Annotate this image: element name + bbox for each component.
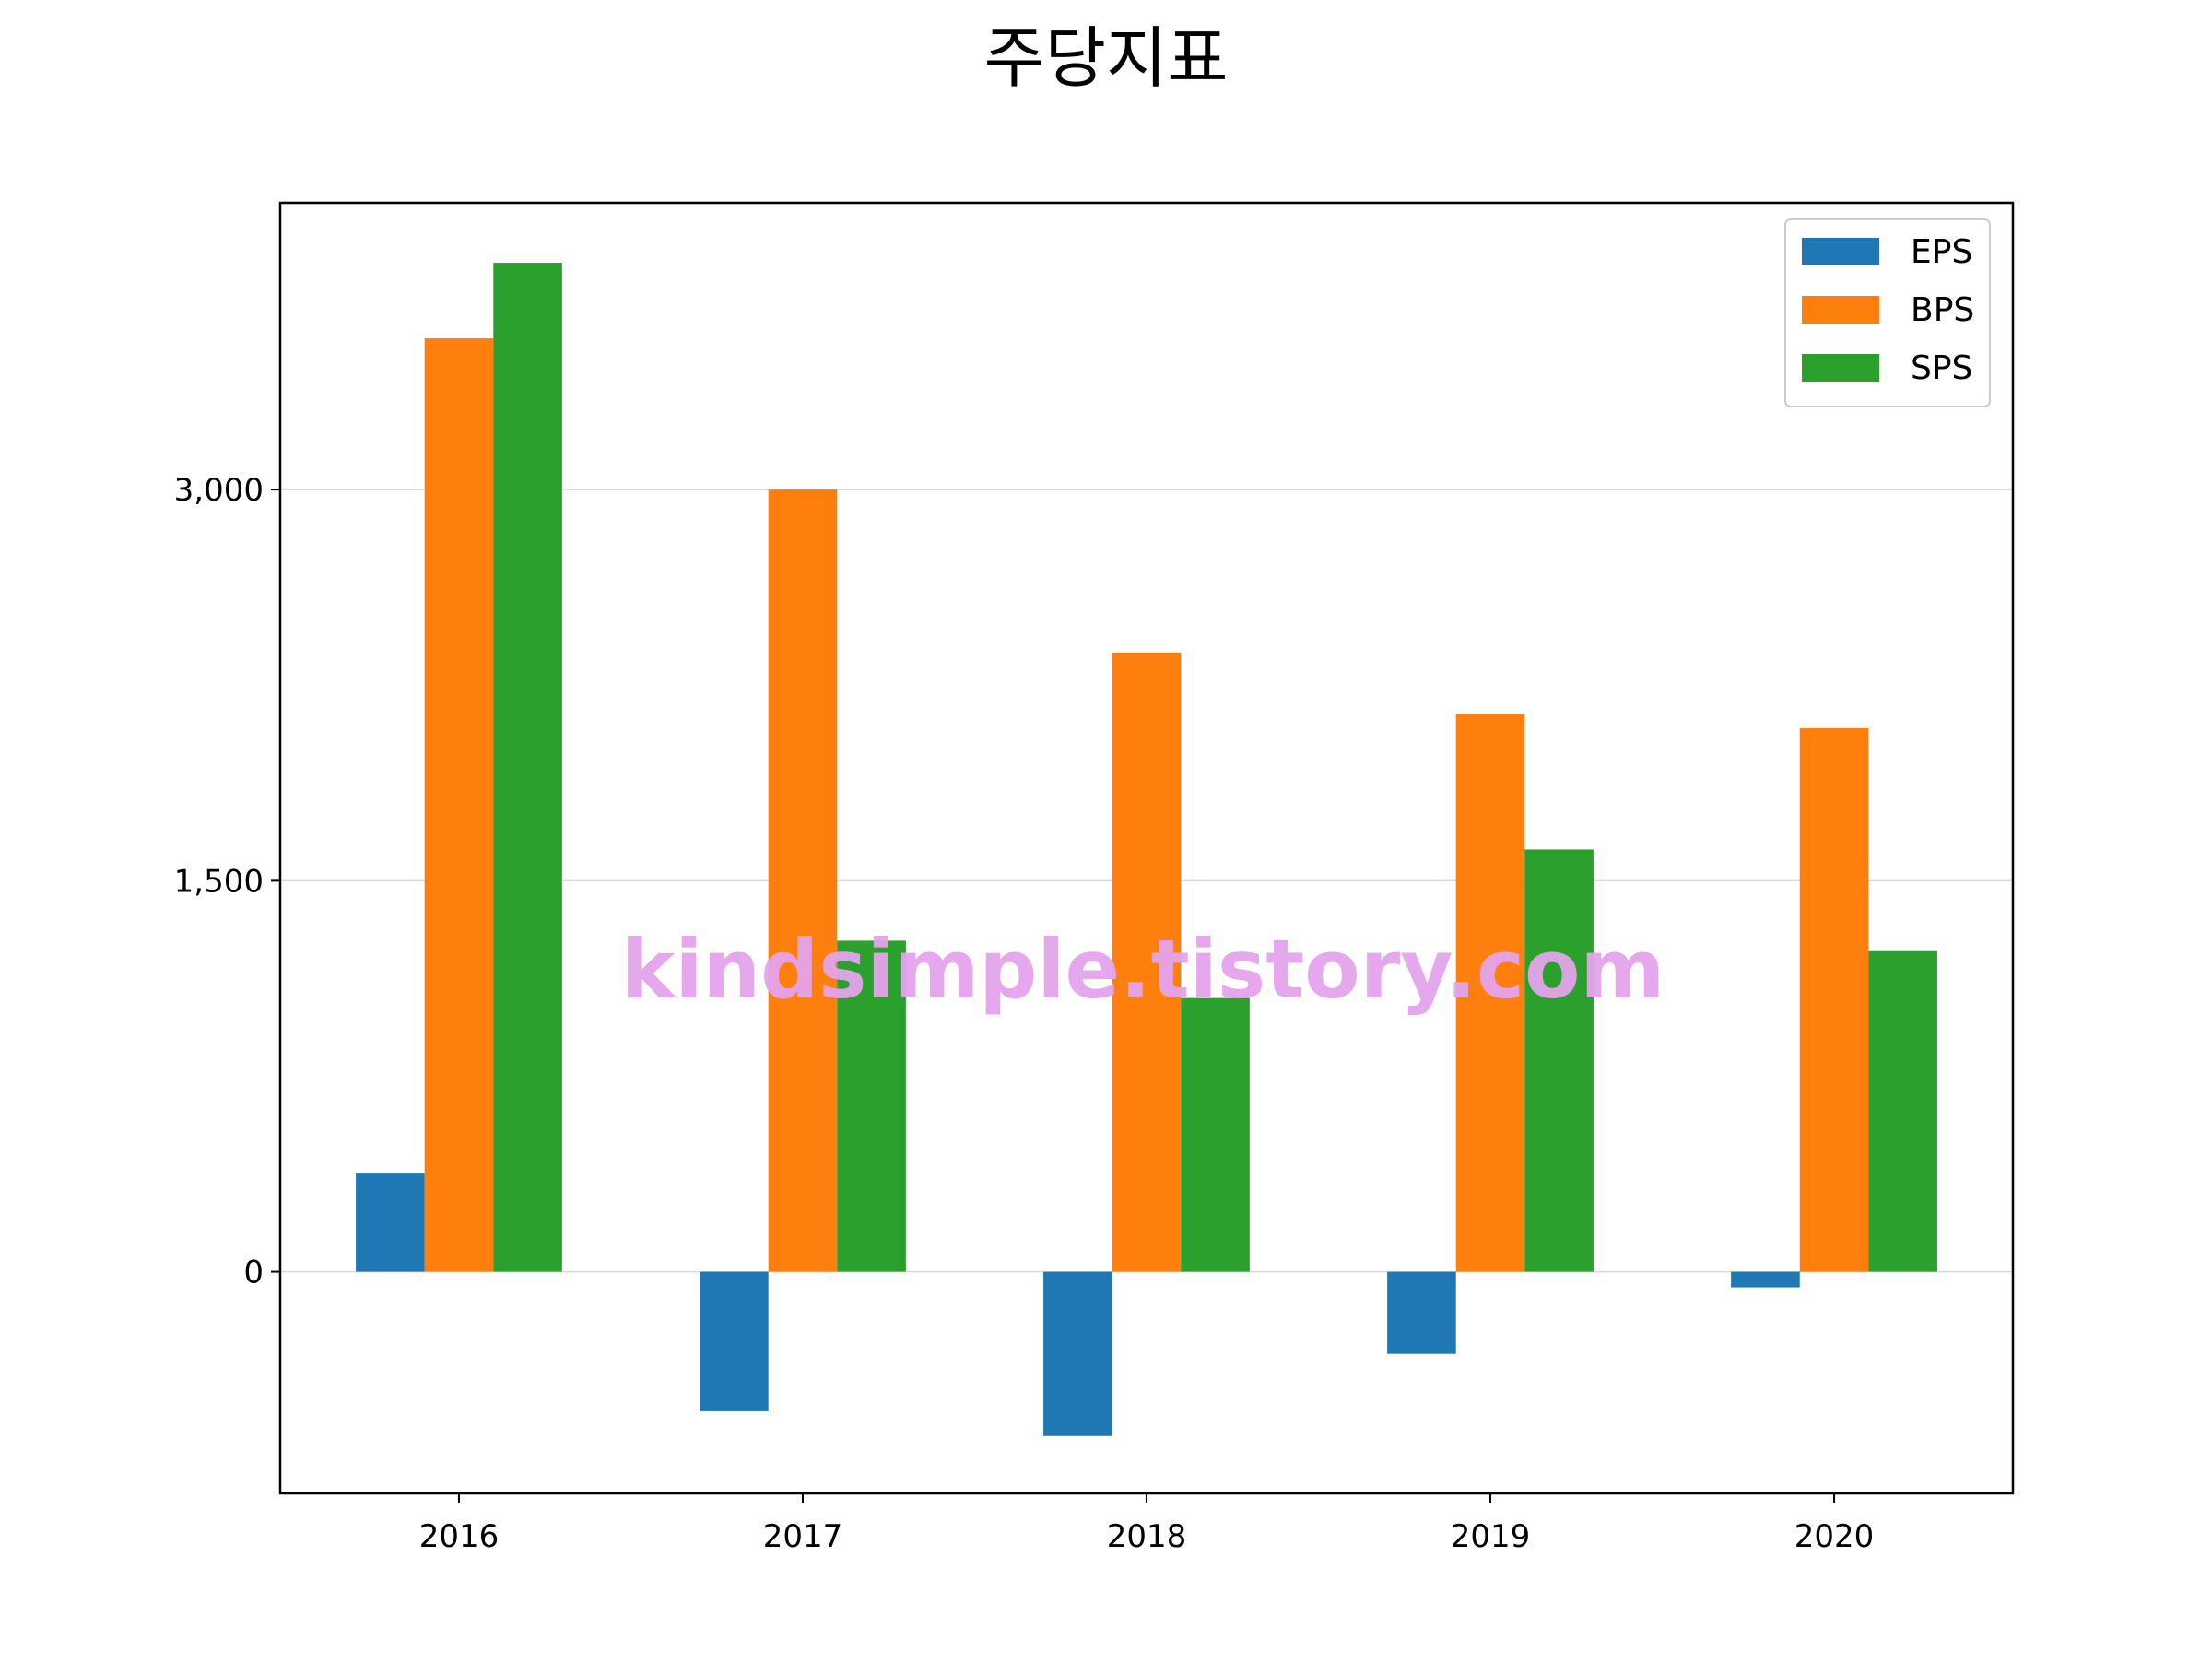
y-tick-label: 1,500 xyxy=(174,863,264,900)
legend-swatch-eps xyxy=(1802,238,1879,265)
x-tick-label: 2016 xyxy=(419,1518,500,1555)
bar-bps-2020 xyxy=(1799,727,1869,1272)
bar-bps-2017 xyxy=(768,489,838,1272)
x-tick-label: 2018 xyxy=(1107,1518,1187,1555)
x-tick-label: 2019 xyxy=(1451,1518,1531,1555)
legend-label-eps: EPS xyxy=(1911,233,1972,271)
bar-eps-2017 xyxy=(700,1271,769,1411)
y-tick-label: 3,000 xyxy=(174,472,264,509)
bar-eps-2018 xyxy=(1043,1271,1112,1436)
x-tick-label: 2020 xyxy=(1794,1518,1875,1555)
bar-bps-2016 xyxy=(424,338,494,1272)
watermark: kindsimple.tistory.com xyxy=(621,922,1665,1017)
x-tick-label: 2017 xyxy=(763,1518,843,1555)
legend-label-bps: BPS xyxy=(1911,291,1974,329)
bar-eps-2016 xyxy=(356,1173,425,1272)
bar-sps-2020 xyxy=(1868,950,1937,1272)
bar-sps-2017 xyxy=(837,940,906,1272)
bar-bps-2019 xyxy=(1455,714,1525,1272)
y-tick-label: 0 xyxy=(243,1255,264,1291)
legend-swatch-sps xyxy=(1802,354,1879,382)
legend-label-sps: SPS xyxy=(1911,349,1972,387)
bar-sps-2019 xyxy=(1524,849,1594,1272)
legend-swatch-bps xyxy=(1802,296,1879,324)
chart-title: 주당지표 xyxy=(984,19,1229,97)
legend: EPS BPS SPS xyxy=(1784,218,1991,407)
bar-eps-2020 xyxy=(1731,1271,1800,1288)
axis-ticks: 0 1,500 3,000 2016 2017 2018 2019 2020 xyxy=(174,472,1875,1555)
bars xyxy=(356,263,1937,1436)
bar-eps-2019 xyxy=(1387,1271,1456,1354)
bar-bps-2018 xyxy=(1112,652,1182,1272)
bar-sps-2018 xyxy=(1181,997,1250,1272)
plot-frame xyxy=(278,201,2015,1495)
bar-sps-2016 xyxy=(493,263,562,1272)
